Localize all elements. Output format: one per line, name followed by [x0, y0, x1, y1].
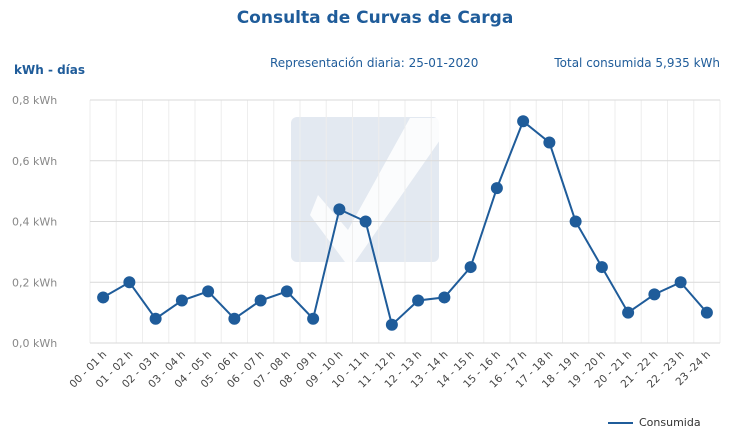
x-axis: 00 - 01 h01 - 02 h02 - 03 h03 - 04 h04 -… — [67, 349, 713, 391]
legend-swatch — [608, 421, 633, 424]
data-point[interactable] — [464, 261, 477, 274]
data-point[interactable] — [385, 318, 398, 331]
y-tick-label: 0,2 kWh — [12, 276, 57, 289]
data-point[interactable] — [622, 306, 635, 319]
y-tick-label: 0,4 kWh — [12, 216, 57, 229]
data-point[interactable] — [149, 312, 162, 325]
data-point[interactable] — [175, 294, 188, 307]
data-point[interactable] — [700, 306, 713, 319]
chart-title: Consulta de Curvas de Carga — [236, 8, 514, 28]
checkmark-logo-watermark — [291, 117, 440, 262]
y-unit-label: kWh - días — [14, 63, 86, 77]
data-point[interactable] — [412, 294, 425, 307]
data-point[interactable] — [648, 288, 661, 301]
data-point[interactable] — [438, 291, 451, 304]
data-point[interactable] — [595, 261, 608, 274]
data-point[interactable] — [569, 215, 582, 228]
data-point[interactable] — [543, 136, 556, 149]
series-consumida[interactable] — [97, 115, 713, 331]
legend-label-consumida: Consumida — [639, 416, 701, 429]
data-point[interactable] — [359, 215, 372, 228]
data-point[interactable] — [123, 276, 136, 289]
data-point[interactable] — [674, 276, 687, 289]
data-point[interactable] — [490, 182, 503, 195]
data-point[interactable] — [307, 312, 320, 325]
data-point[interactable] — [228, 312, 241, 325]
legend[interactable]: Consumida — [608, 416, 701, 429]
data-point[interactable] — [202, 285, 215, 298]
grid — [89, 99, 721, 344]
watermark-check-mark — [310, 118, 440, 262]
data-point[interactable] — [280, 285, 293, 298]
data-point[interactable] — [333, 203, 346, 216]
data-point[interactable] — [254, 294, 267, 307]
y-tick-label: 0,8 kWh — [12, 94, 57, 107]
data-point[interactable] — [97, 291, 110, 304]
total-consumed-label: Total consumida 5,935 kWh — [554, 56, 720, 70]
y-axis: 0,0 kWh 0,2 kWh 0,4 kWh 0,6 kWh 0,8 kWh — [12, 94, 57, 350]
daily-representation-label: Representación diaria: 25-01-2020 — [270, 56, 479, 70]
y-tick-label: 0,6 kWh — [12, 155, 57, 168]
data-point[interactable] — [517, 115, 530, 128]
y-tick-label: 0,0 kWh — [12, 337, 57, 350]
